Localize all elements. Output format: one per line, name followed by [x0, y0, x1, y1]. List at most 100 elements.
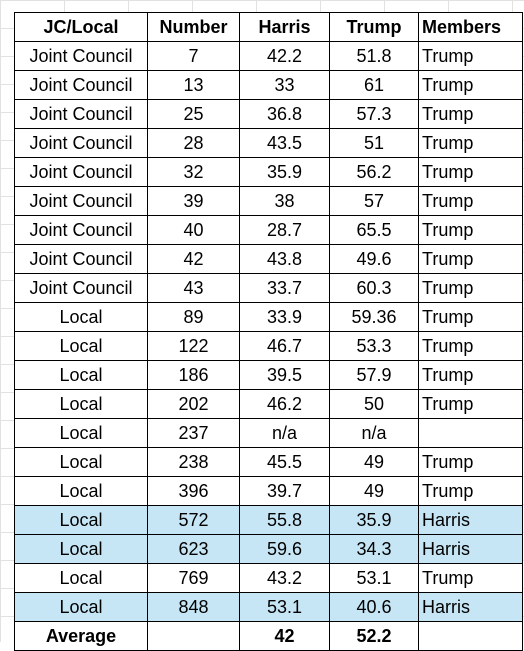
cell-number[interactable]: 572 — [147, 505, 240, 535]
cell-harris[interactable]: 45.5 — [239, 447, 330, 477]
header-jc-local[interactable]: JC/Local — [14, 12, 148, 42]
cell-members[interactable]: Harris — [418, 592, 523, 622]
cell-jc-local[interactable]: Joint Council — [14, 99, 148, 129]
cell-members[interactable]: Trump — [418, 244, 523, 274]
cell-trump[interactable]: 35.9 — [329, 505, 419, 535]
cell-number[interactable]: 769 — [147, 563, 240, 593]
cell-harris[interactable]: 59.6 — [239, 534, 330, 564]
cell-trump[interactable]: 49 — [329, 447, 419, 477]
cell-trump[interactable]: 50 — [329, 389, 419, 419]
header-number[interactable]: Number — [147, 12, 240, 42]
header-members[interactable]: Members — [418, 12, 523, 42]
cell-number[interactable]: 202 — [147, 389, 240, 419]
average-harris[interactable]: 42 — [239, 621, 330, 651]
cell-trump[interactable]: n/a — [329, 418, 419, 448]
cell-number[interactable]: 42 — [147, 244, 240, 274]
cell-harris[interactable]: 33.9 — [239, 302, 330, 332]
cell-members[interactable]: Trump — [418, 389, 523, 419]
cell-harris[interactable]: 28.7 — [239, 215, 330, 245]
cell-members[interactable]: Trump — [418, 563, 523, 593]
cell-harris[interactable]: 53.1 — [239, 592, 330, 622]
cell-number[interactable]: 238 — [147, 447, 240, 477]
cell-harris[interactable]: 43.8 — [239, 244, 330, 274]
average-trump[interactable]: 52.2 — [329, 621, 419, 651]
cell-jc-local[interactable]: Joint Council — [14, 244, 148, 274]
cell-members[interactable]: Trump — [418, 360, 523, 390]
cell-number[interactable]: 13 — [147, 70, 240, 100]
cell-members[interactable]: Trump — [418, 41, 523, 71]
cell-number[interactable]: 396 — [147, 476, 240, 506]
cell-harris[interactable]: 33.7 — [239, 273, 330, 303]
cell-number[interactable]: 39 — [147, 186, 240, 216]
header-harris[interactable]: Harris — [239, 12, 330, 42]
cell-trump[interactable]: 65.5 — [329, 215, 419, 245]
cell-number[interactable]: 40 — [147, 215, 240, 245]
cell-number[interactable]: 43 — [147, 273, 240, 303]
cell-number[interactable]: 122 — [147, 331, 240, 361]
cell-harris[interactable]: 33 — [239, 70, 330, 100]
cell-jc-local[interactable]: Local — [14, 505, 148, 535]
cell-members[interactable]: Trump — [418, 476, 523, 506]
cell-members[interactable]: Trump — [418, 70, 523, 100]
cell-trump[interactable]: 57.3 — [329, 99, 419, 129]
cell-harris[interactable]: 38 — [239, 186, 330, 216]
cell-trump[interactable]: 60.3 — [329, 273, 419, 303]
cell-jc-local[interactable]: Local — [14, 360, 148, 390]
cell-harris[interactable]: n/a — [239, 418, 330, 448]
cell-members[interactable]: Trump — [418, 447, 523, 477]
cell-members[interactable]: Trump — [418, 215, 523, 245]
average-label[interactable]: Average — [14, 621, 148, 651]
cell-jc-local[interactable]: Joint Council — [14, 215, 148, 245]
cell-jc-local[interactable]: Local — [14, 331, 148, 361]
cell-jc-local[interactable]: Local — [14, 476, 148, 506]
cell-jc-local[interactable]: Joint Council — [14, 128, 148, 158]
average-members[interactable] — [418, 621, 523, 651]
cell-trump[interactable]: 56.2 — [329, 157, 419, 187]
cell-trump[interactable]: 59.36 — [329, 302, 419, 332]
cell-number[interactable]: 623 — [147, 534, 240, 564]
cell-harris[interactable]: 39.7 — [239, 476, 330, 506]
cell-members[interactable] — [418, 418, 523, 448]
cell-harris[interactable]: 43.2 — [239, 563, 330, 593]
cell-trump[interactable]: 53.1 — [329, 563, 419, 593]
cell-harris[interactable]: 36.8 — [239, 99, 330, 129]
cell-trump[interactable]: 57.9 — [329, 360, 419, 390]
cell-members[interactable]: Trump — [418, 128, 523, 158]
cell-trump[interactable]: 51.8 — [329, 41, 419, 71]
cell-jc-local[interactable]: Local — [14, 534, 148, 564]
cell-members[interactable]: Trump — [418, 157, 523, 187]
cell-trump[interactable]: 49 — [329, 476, 419, 506]
cell-number[interactable]: 848 — [147, 592, 240, 622]
cell-members[interactable]: Trump — [418, 273, 523, 303]
cell-number[interactable]: 28 — [147, 128, 240, 158]
cell-trump[interactable]: 51 — [329, 128, 419, 158]
cell-jc-local[interactable]: Joint Council — [14, 157, 148, 187]
cell-harris[interactable]: 46.7 — [239, 331, 330, 361]
cell-jc-local[interactable]: Local — [14, 302, 148, 332]
cell-trump[interactable]: 34.3 — [329, 534, 419, 564]
cell-harris[interactable]: 42.2 — [239, 41, 330, 71]
cell-members[interactable]: Trump — [418, 331, 523, 361]
cell-trump[interactable]: 40.6 — [329, 592, 419, 622]
cell-number[interactable]: 7 — [147, 41, 240, 71]
cell-trump[interactable]: 61 — [329, 70, 419, 100]
cell-number[interactable]: 186 — [147, 360, 240, 390]
cell-harris[interactable]: 46.2 — [239, 389, 330, 419]
cell-jc-local[interactable]: Joint Council — [14, 186, 148, 216]
header-trump[interactable]: Trump — [329, 12, 419, 42]
cell-jc-local[interactable]: Joint Council — [14, 273, 148, 303]
cell-jc-local[interactable]: Local — [14, 418, 148, 448]
cell-number[interactable]: 25 — [147, 99, 240, 129]
cell-members[interactable]: Trump — [418, 302, 523, 332]
cell-jc-local[interactable]: Joint Council — [14, 70, 148, 100]
cell-members[interactable]: Trump — [418, 186, 523, 216]
cell-jc-local[interactable]: Local — [14, 563, 148, 593]
cell-trump[interactable]: 49.6 — [329, 244, 419, 274]
cell-jc-local[interactable]: Joint Council — [14, 41, 148, 71]
cell-harris[interactable]: 55.8 — [239, 505, 330, 535]
cell-jc-local[interactable]: Local — [14, 389, 148, 419]
cell-harris[interactable]: 35.9 — [239, 157, 330, 187]
cell-jc-local[interactable]: Local — [14, 592, 148, 622]
cell-number[interactable]: 89 — [147, 302, 240, 332]
cell-trump[interactable]: 57 — [329, 186, 419, 216]
